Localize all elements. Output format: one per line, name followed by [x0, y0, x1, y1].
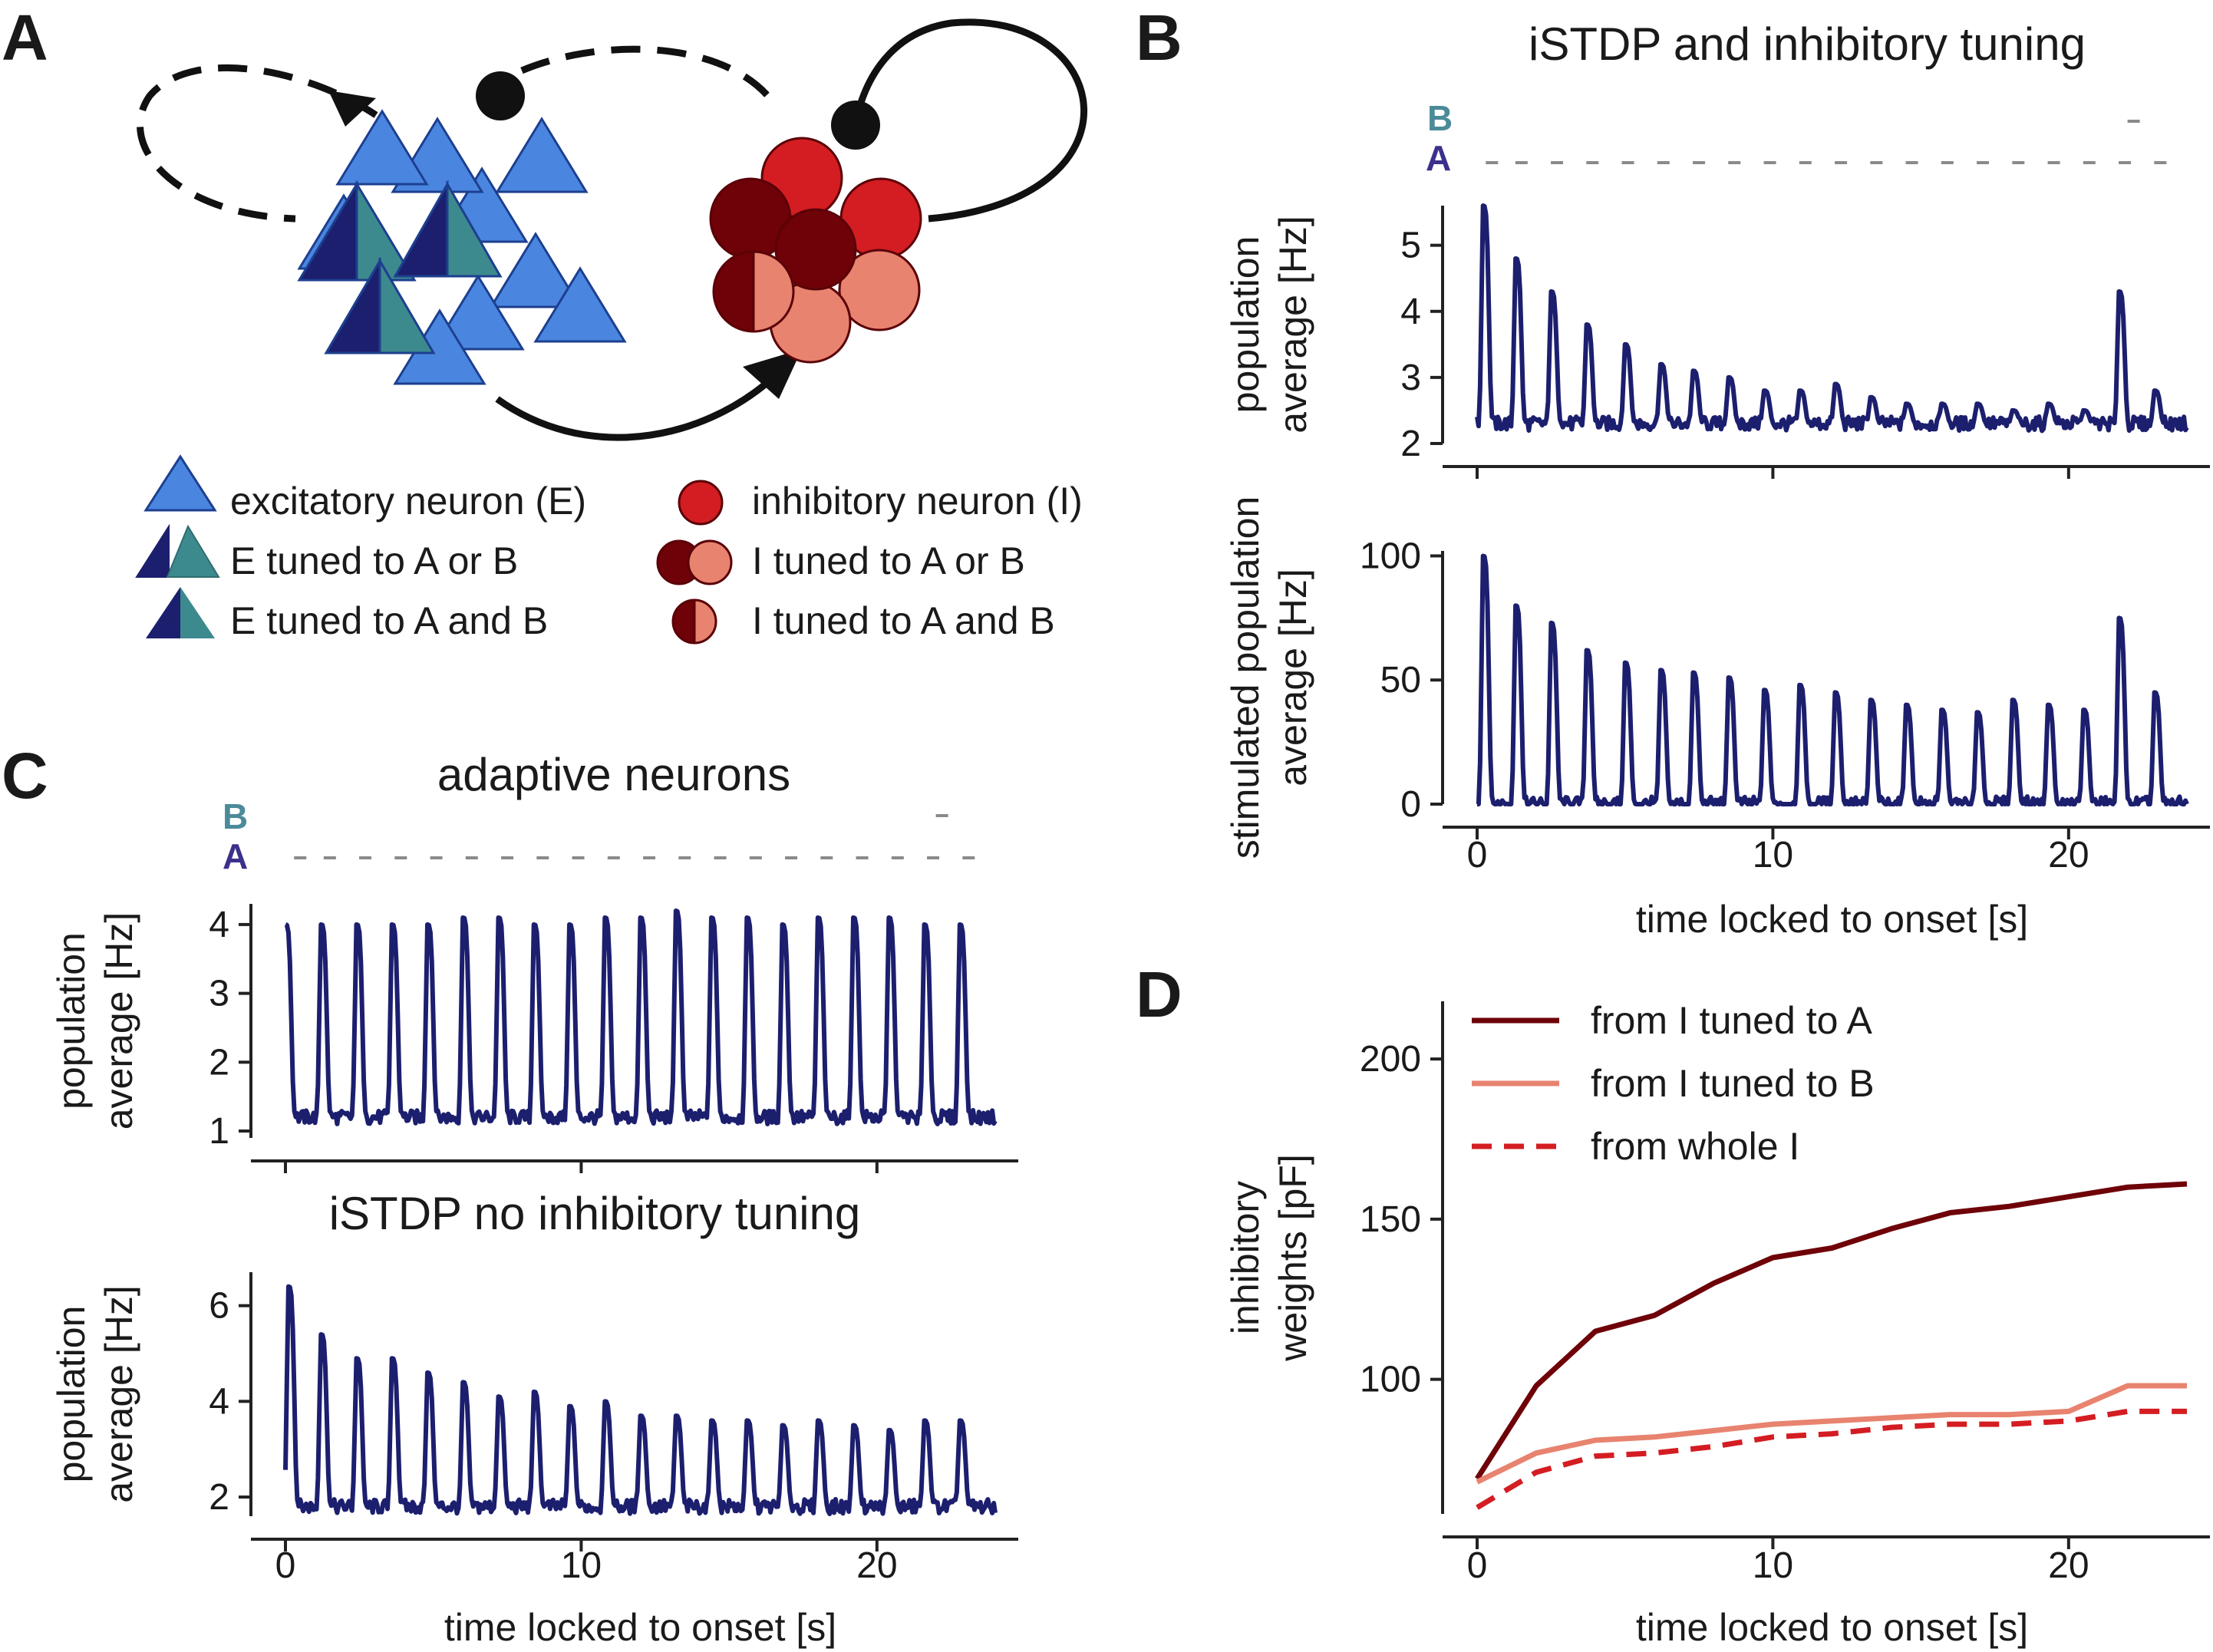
- stimulus-sequence-b-top: [1486, 120, 2167, 164]
- y-axis-label: stimulated population: [1224, 496, 1267, 859]
- trace-c-top: [284, 908, 998, 1126]
- legend-e-tuned-a-or-b-label: E tuned to A or B: [230, 539, 518, 582]
- y-tick-label: 4: [209, 905, 229, 945]
- x-tick-label: 0: [1467, 835, 1488, 875]
- legend-i-tuned-b-icon: [687, 539, 733, 585]
- y-tick-label: 1: [209, 1111, 229, 1152]
- legend-inhibitory-label: inhibitory neuron (I): [752, 480, 1083, 523]
- legend-e-tuned-b-icon: [166, 524, 220, 578]
- y-tick-label: 4: [209, 1381, 229, 1422]
- excitation-to-inhibition-arrowhead: [743, 349, 802, 399]
- axes-b-top: 2 3 4 5 population average [Hz]: [1224, 206, 2210, 479]
- legend-label-0: from I tuned to A: [1591, 999, 1873, 1042]
- legend-e-tuned-a-and-b-label: E tuned to A and B: [230, 599, 548, 642]
- x-tick-label: 20: [2048, 1545, 2089, 1586]
- y-tick-label: 100: [1360, 536, 1421, 576]
- axes-c-bottom: 2 4 6 0 10 20 population average [Hz] time locke…: [50, 1272, 1018, 1649]
- x-axis-label: time locked to onset [s]: [1636, 898, 2028, 941]
- legend-i-tuned-a-or-b-label: I tuned to A or B: [752, 539, 1025, 582]
- panel-c-stim-b-label: B: [223, 796, 248, 836]
- y-axis-label: average [Hz]: [97, 1285, 140, 1502]
- legend-e-tuned-a-icon: [135, 523, 170, 578]
- stimulus-sequence-c-top: [294, 814, 975, 859]
- legend-i-tuned-a-and-b-label: I tuned to A and B: [752, 599, 1055, 642]
- panel-label-b: B: [1136, 2, 1182, 74]
- trace-c-bottom: [283, 1284, 998, 1516]
- y-tick-label: 5: [1400, 226, 1421, 266]
- panel-c-stim-a-label: A: [223, 836, 248, 876]
- y-tick-label: 0: [1400, 784, 1421, 825]
- x-tick-label: 10: [561, 1545, 602, 1586]
- y-axis-label: average [Hz]: [97, 912, 140, 1129]
- x-tick-label: 10: [1753, 835, 1793, 875]
- legend-i-tuned-a-and-b-icon-right: [693, 598, 717, 645]
- axes-b-bottom: 0 50 100 0 10 20 stimulated population average …: [1224, 496, 2210, 941]
- y-tick-label: 100: [1360, 1360, 1421, 1400]
- panel-b-title: iSTDP and inhibitory tuning: [1529, 18, 2086, 70]
- y-tick-label: 2: [209, 1042, 229, 1083]
- legend-inhibitory-icon: [678, 480, 724, 526]
- legend-label-2: from whole I: [1591, 1125, 1799, 1168]
- y-axis-label: population: [50, 1306, 93, 1483]
- series-line-1: [1476, 1383, 2187, 1485]
- y-tick-label: 50: [1380, 660, 1421, 701]
- panel-label-d: D: [1136, 958, 1182, 1030]
- legend-e-tuned-a-and-b-icon-right: [180, 587, 215, 638]
- y-axis-label: weights [pF]: [1271, 1154, 1314, 1362]
- legend-excitatory-icon: [143, 454, 217, 512]
- y-tick-label: 3: [1400, 358, 1421, 398]
- y-tick-label: 2: [209, 1477, 229, 1518]
- y-tick-label: 4: [1400, 292, 1421, 332]
- axes-d: 100 150 200 0 10 20 inhibitory weights [pF] time…: [1224, 1001, 2210, 1649]
- schematic-legend: excitatory neuron (E) E tuned to A or B …: [135, 454, 1083, 645]
- x-tick-label: 10: [1753, 1545, 1793, 1586]
- excitatory-population: [297, 109, 627, 385]
- series-line-0: [1475, 1181, 2188, 1480]
- y-tick-label: 3: [209, 974, 229, 1014]
- network-schematic: excitatory neuron (E) E tuned to A or B …: [135, 18, 1087, 645]
- y-axis-label: population: [50, 932, 93, 1110]
- x-axis-label: time locked to onset [s]: [444, 1606, 836, 1649]
- panel-b-stim-a-label: A: [1426, 138, 1451, 178]
- inhibitory-recurrent-synapse-dot: [831, 101, 880, 150]
- excitatory-recurrent-arrow: [137, 64, 378, 223]
- y-tick-label: 2: [1400, 424, 1421, 464]
- legend-i-tuned-a-and-b-icon-left: [671, 598, 696, 645]
- y-tick-label: 6: [209, 1286, 229, 1327]
- inhibition-to-excitation-connection: [520, 45, 774, 102]
- inhibitory-population: [709, 137, 922, 364]
- trace-b-top: [1475, 203, 2189, 434]
- x-tick-label: 20: [856, 1545, 897, 1586]
- y-tick-label: 200: [1360, 1039, 1421, 1080]
- y-axis-label: inhibitory: [1224, 1181, 1267, 1334]
- y-axis-label: average [Hz]: [1271, 216, 1314, 433]
- y-axis-label: population: [1224, 236, 1267, 414]
- panel-b-stim-b-label: B: [1427, 98, 1453, 138]
- excitation-to-inhibition-arrow: [495, 373, 778, 441]
- x-tick-label: 0: [1467, 1545, 1488, 1586]
- trace-b-bottom: [1476, 553, 2189, 806]
- legend-excitatory-label: excitatory neuron (E): [230, 480, 586, 523]
- legend-label-1: from I tuned to B: [1591, 1062, 1875, 1105]
- inhibitory-synapse-dot: [476, 71, 525, 120]
- panel-c-title: adaptive neurons: [437, 749, 790, 800]
- excitatory-recurrent-arrowhead: [328, 91, 376, 127]
- panel-label-a: A: [2, 2, 48, 74]
- inhibitory-recurrent-connection: [856, 18, 1087, 223]
- y-tick-label: 150: [1360, 1199, 1421, 1240]
- panel-c-bottom-title: iSTDP no inhibitory tuning: [329, 1188, 861, 1239]
- legend-e-tuned-a-and-b-icon-left: [146, 587, 180, 638]
- series-line-2: [1476, 1408, 2187, 1510]
- x-tick-label: 20: [2048, 835, 2089, 875]
- x-axis-label: time locked to onset [s]: [1636, 1606, 2028, 1649]
- panel-label-c: C: [2, 740, 48, 812]
- y-axis-label: average [Hz]: [1271, 569, 1314, 786]
- x-tick-label: 0: [275, 1545, 296, 1586]
- axes-c-top: 1 2 3 4 population average [Hz]: [50, 904, 1018, 1173]
